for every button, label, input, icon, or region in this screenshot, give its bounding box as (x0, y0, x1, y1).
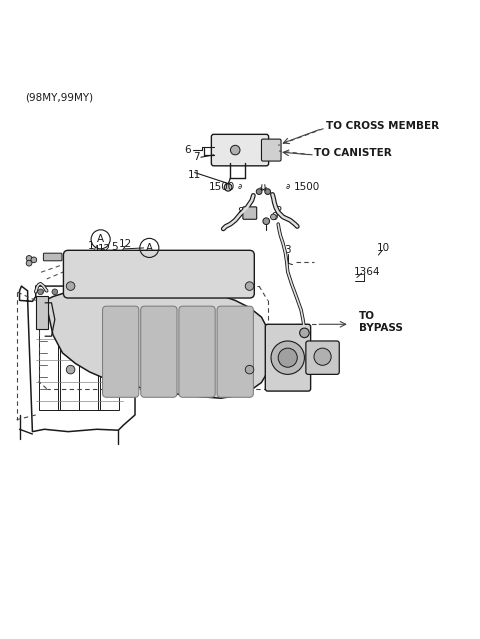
Circle shape (31, 257, 36, 263)
Text: 1500: 1500 (209, 182, 235, 192)
Text: TO CANISTER: TO CANISTER (314, 148, 392, 158)
Circle shape (66, 366, 75, 374)
Bar (98, 315, 119, 410)
FancyBboxPatch shape (217, 306, 253, 397)
Circle shape (66, 282, 75, 290)
Text: TO
BYPASS: TO BYPASS (360, 311, 403, 333)
Circle shape (109, 289, 115, 295)
Text: 5: 5 (112, 242, 118, 252)
Text: 12: 12 (119, 239, 132, 249)
Circle shape (245, 366, 254, 374)
Bar (36, 296, 48, 329)
Text: 6: 6 (185, 144, 192, 155)
FancyBboxPatch shape (63, 250, 254, 298)
Text: 7: 7 (193, 152, 199, 162)
Circle shape (271, 341, 304, 374)
Text: TO CROSS MEMBER: TO CROSS MEMBER (326, 121, 439, 131)
FancyBboxPatch shape (262, 139, 281, 161)
FancyBboxPatch shape (43, 253, 62, 261)
Circle shape (52, 289, 58, 295)
Text: 9: 9 (271, 212, 277, 222)
FancyBboxPatch shape (306, 341, 339, 374)
Circle shape (26, 260, 32, 266)
FancyBboxPatch shape (103, 306, 139, 397)
Circle shape (314, 348, 331, 366)
FancyBboxPatch shape (211, 134, 269, 166)
Text: ∂: ∂ (238, 182, 242, 191)
Circle shape (71, 289, 77, 295)
Text: 12: 12 (97, 244, 110, 254)
Text: ∂: ∂ (286, 182, 290, 191)
Text: A: A (97, 235, 104, 244)
Circle shape (123, 289, 129, 295)
Circle shape (90, 289, 96, 295)
Circle shape (26, 256, 32, 261)
Text: 2: 2 (275, 206, 281, 216)
Text: 3: 3 (285, 245, 291, 256)
Text: 1500: 1500 (293, 182, 320, 192)
Circle shape (224, 183, 232, 191)
FancyBboxPatch shape (179, 306, 215, 397)
Text: 4: 4 (93, 245, 99, 256)
Text: (98MY,99MY): (98MY,99MY) (25, 93, 94, 103)
Circle shape (263, 218, 270, 224)
Text: 11: 11 (188, 170, 201, 180)
Circle shape (265, 189, 271, 194)
FancyBboxPatch shape (141, 306, 177, 397)
Bar (58, 315, 79, 410)
Polygon shape (45, 285, 268, 398)
FancyBboxPatch shape (243, 207, 257, 219)
Circle shape (271, 214, 276, 220)
Text: 1364: 1364 (354, 266, 380, 277)
Text: 10: 10 (377, 243, 390, 253)
Circle shape (300, 328, 309, 337)
FancyBboxPatch shape (265, 324, 311, 391)
Circle shape (256, 189, 262, 194)
Circle shape (37, 289, 43, 295)
Circle shape (230, 145, 240, 155)
Bar (38, 315, 60, 410)
Text: 1: 1 (88, 242, 95, 252)
Text: 8: 8 (238, 207, 244, 217)
Text: A: A (146, 243, 153, 253)
Bar (79, 315, 100, 410)
Circle shape (278, 348, 297, 367)
Circle shape (245, 282, 254, 290)
